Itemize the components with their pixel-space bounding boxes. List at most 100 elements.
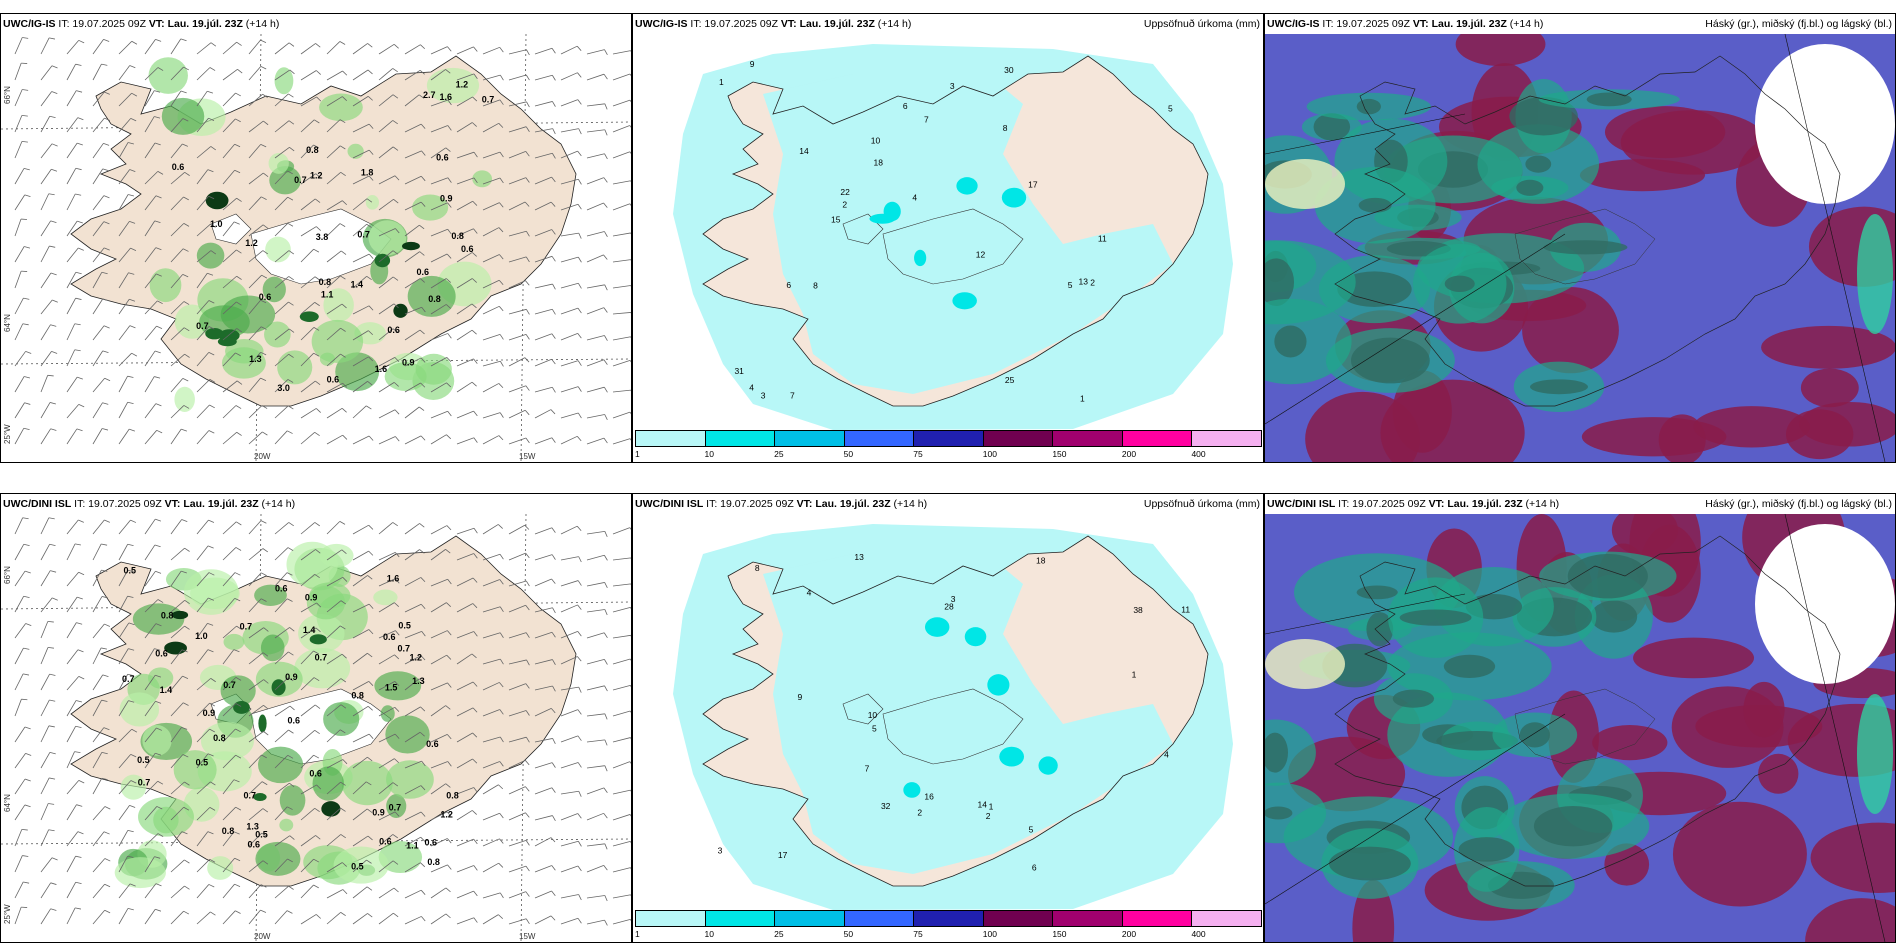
valid-time: VT: Lau. 19.júl. 23Z [148,18,243,30]
colorbar-segment [982,910,1054,927]
model-name: UWC/DINI ISL [635,498,704,510]
precip-map[interactable]: 3 4 5 9 10 18 14 16 17 28 38 32 13 11 6 7 8 2 1 3 4 5 2 1 [633,514,1263,910]
colorbar-tick-label: 150 [1052,449,1067,459]
precip-value-label: 6 [1032,863,1037,873]
lead-time: (+14 h) [1509,18,1544,30]
precip-value-label: 14 [978,799,988,809]
precip-value-label: 0.9 [440,194,453,204]
precip-value-label: 0.6 [172,162,185,172]
precip-value-label: 1 [989,801,994,811]
precip-value-label: 18 [873,158,883,168]
precip-value-label: 1.4 [303,625,316,635]
precip-value-label: 0.7 [482,94,495,104]
colorbar-segment [774,430,845,447]
precip-value-label: 0.7 [223,680,236,690]
precip-value-label: 1.2 [440,809,453,819]
precip-value-label: 1.3 [249,354,262,364]
precip-value-label: 31 [734,366,744,376]
wind-map[interactable]: 1.1 1.6 3.0 0.6 0.8 0.9 0.8 0.6 0.7 0.9 0.8 3.8 2.7 1… [1,34,631,462]
wind-panel-top: UWC/IG-IS IT: 19.07.2025 09Z VT: Lau. 19… [0,13,632,463]
colorbar-tick-label: 400 [1191,929,1206,939]
wind-map-canvas: 0.71.00.80.90.50.81.21.11.40.60.70.50.91… [1,514,631,942]
precip-value-label: 1.2 [456,79,469,89]
precip-value-label: 2.7 [423,90,436,100]
precip-value-label: 4 [1164,749,1169,759]
colorbar-segment [1191,910,1262,927]
precip-value-label: 0.7 [389,802,402,812]
precip-value-label: 3 [951,594,956,604]
cloud-map[interactable] [1265,34,1895,462]
precip-value-label: 3 [950,81,955,91]
wind-panel-bottom: UWC/DINI ISL IT: 19.07.2025 09Z VT: Lau.… [0,493,632,943]
precip-map[interactable]: 1 2 4 5 8 6 7 3 12 18 22 30 25 15 17 10 13 31 11 14 9 6 2 3 4 5 7 8… [633,34,1263,430]
precip-value-label: 0.5 [137,755,150,765]
precip-value-label: 11 [1181,605,1190,615]
lon-label-20: 20W [254,932,271,941]
colorbar-tick-label: 200 [1121,929,1137,939]
precip-value-label: 38 [1133,605,1143,615]
valid-time: VT: Lau. 19.júl. 23Z [1412,18,1507,30]
precip-value-label: 0.6 [275,583,288,593]
colorbar-tick-label: 1 [635,929,640,939]
colorbar-segment [704,430,776,447]
colorbar-tick-label: 50 [843,929,854,939]
colorbar-tick-label: 100 [982,929,997,939]
precip-panel-top: UWC/IG-IS IT: 19.07.2025 09Z VT: Lau. 19… [632,13,1264,463]
init-time: IT: 19.07.2025 09Z [1338,498,1426,510]
cloud-map-canvas [1265,34,1895,462]
init-time: IT: 19.07.2025 09Z [58,18,146,30]
lead-time: (+14 h) [893,498,928,510]
precip-value-label: 0.5 [196,758,209,768]
lead-time: (+14 h) [1525,498,1560,510]
model-name: UWC/IG-IS [635,18,688,30]
valid-time: VT: Lau. 19.júl. 23Z [796,498,891,510]
lon-label-15: 15W [519,452,536,461]
precip-value-label: 0.6 [383,632,396,642]
precip-value-label: 0.6 [425,838,438,848]
colorbar-segment [982,430,1054,447]
colorbar-tick-label: 100 [982,449,997,459]
precip-title: Uppsöfnuð úrkoma (mm) [1143,18,1260,30]
precip-value-label: 0.7 [357,229,370,239]
precip-value-label: 1 [1080,393,1085,403]
precip-value-label: 3.8 [316,232,329,242]
lon-label-20: 20W [254,452,271,461]
lead-time: (+14 h) [261,498,296,510]
lon-label-25: 25°W [3,904,12,924]
precip-value-label: 0.6 [155,649,168,659]
precip-value-label: 1.2 [310,170,323,180]
precip-value-label: 3 [718,846,723,856]
colorbar-tick-label: 1 [635,449,640,459]
cloud-map[interactable] [1265,514,1895,942]
cloud-map-canvas [1265,514,1895,942]
precip-value-label: 0.8 [306,145,319,155]
precip-value-label: 0.7 [138,778,151,788]
precip-value-label: 1.6 [387,573,400,583]
precip-value-label: 0.9 [372,808,385,818]
precip-value-label: 0.5 [255,829,268,839]
precip-value-label: 0.8 [451,231,464,241]
colorbar-tick-label: 25 [774,929,784,939]
precip-colorbar: 1 10 25 50 75 100 150 200 400 [635,430,1262,460]
colorbar-segment [1052,430,1123,447]
precip-value-label: 0.6 [247,839,260,849]
precip-value-label: 4 [912,192,917,202]
colorbar-segment [1191,430,1262,447]
wind-map[interactable]: 0.7 1.0 0.8 0.9 0.5 0.8 1.2 1.1 1.4 0.6 0.7 0.5 0.9 1… [1,514,631,942]
precip-value-label: 10 [871,136,881,146]
precip-value-label: 14 [799,146,809,156]
precip-value-label: 1.3 [412,676,425,686]
wind-map-canvas: 1.11.63.00.60.80.90.80.60.70.90.83.82.71… [1,34,631,462]
precip-value-label: 6 [786,280,791,290]
colorbar-segment [774,910,845,927]
precip-value-label: 16 [924,791,934,801]
precip-value-label: 0.7 [240,622,253,632]
precip-value-label: 6 [903,101,908,111]
panel-header: UWC/IG-IS IT: 19.07.2025 09Z VT: Lau. 19… [633,14,1263,34]
precip-value-label: 0.8 [161,611,174,621]
lead-time: (+14 h) [245,18,280,30]
precip-value-label: 2 [986,811,991,821]
cloud-panel-top: UWC/IG-IS IT: 19.07.2025 09Z VT: Lau. 19… [1264,13,1896,463]
precip-value-label: 0.6 [309,768,322,778]
init-time: IT: 19.07.2025 09Z [74,498,162,510]
